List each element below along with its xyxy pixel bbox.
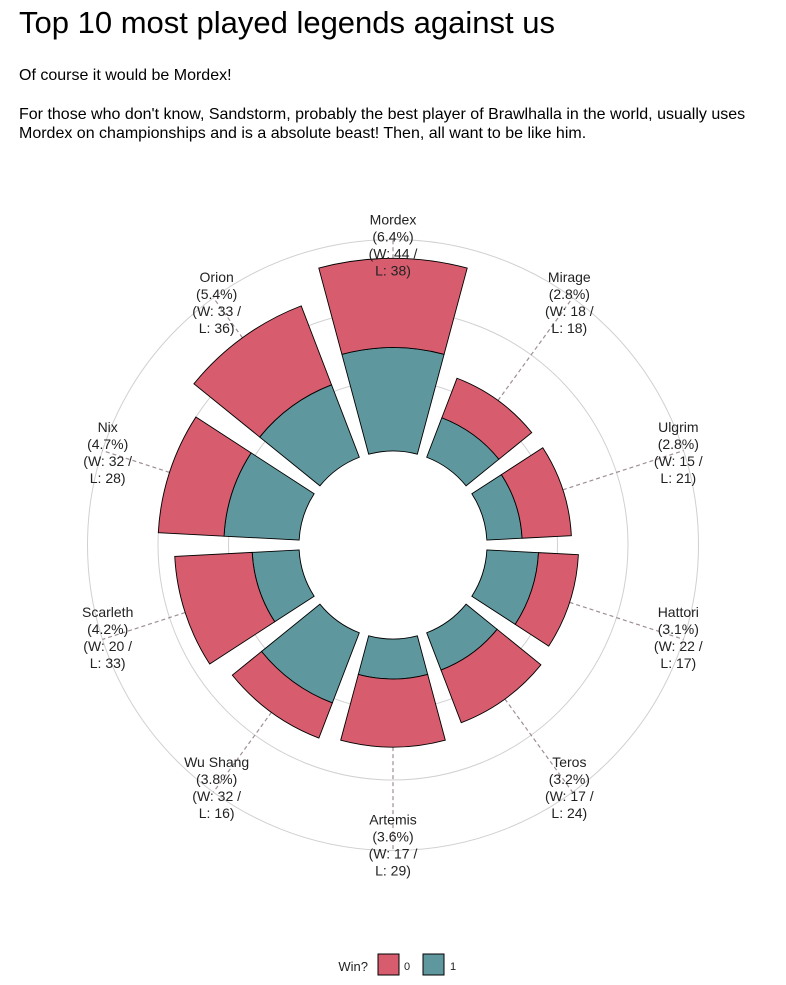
category-losses: L: 38) [375, 263, 411, 279]
category-percent: (5.4%) [196, 286, 237, 302]
bar-win-mordex [341, 347, 445, 455]
category-wins: (W: 44 / [369, 246, 418, 262]
bar-loss-artemis [340, 673, 446, 748]
category-losses: L: 33) [90, 655, 126, 671]
category-losses: L: 28) [90, 470, 126, 486]
category-name: Mirage [548, 269, 591, 285]
category-wins: (W: 32 / [192, 788, 241, 804]
category-wins: (W: 18 / [545, 303, 594, 319]
grid-ring [87, 239, 699, 851]
category-losses: L: 18) [551, 320, 587, 336]
category-name: Hattori [658, 604, 699, 620]
bar-loss-wu-shang [231, 650, 333, 739]
category-wins: (W: 17 / [369, 846, 418, 862]
tick-line [562, 450, 684, 491]
category-losses: L: 17) [660, 655, 696, 671]
category-percent: (6.4%) [372, 229, 413, 245]
tick-line [212, 711, 272, 793]
category-losses: L: 21) [660, 470, 696, 486]
category-wins: (W: 17 / [545, 788, 594, 804]
category-name: Ulgrim [658, 419, 698, 435]
category-losses: L: 36) [199, 320, 235, 336]
category-percent: (3.1%) [658, 621, 699, 637]
legend: Win? 0 1 [338, 953, 456, 976]
bar-loss-hattori [514, 552, 579, 647]
chart-subtitle: Of course it would be Mordex! [19, 67, 232, 84]
bar-loss-teros [440, 628, 542, 724]
category-percent: (3.8%) [196, 771, 237, 787]
category-label-hattori: Hattori (3.1%) (W: 22 /L: 17) [654, 604, 703, 671]
tick-line [497, 297, 574, 401]
category-label-ulgrim: Ulgrim (2.8%) (W: 15 /L: 21) [654, 419, 703, 486]
category-percent: (4.2%) [87, 621, 128, 637]
category-wins: (W: 22 / [654, 638, 703, 654]
legend-label-win: 1 [450, 961, 456, 973]
bar-loss-mirage [441, 377, 533, 460]
category-losses: L: 24) [551, 805, 587, 821]
category-label-orion: Orion (5.4%) (W: 33 /L: 36) [192, 269, 241, 336]
bar-loss-mordex [318, 257, 468, 355]
legend-swatch-loss [377, 953, 400, 976]
category-wins: (W: 32 / [83, 453, 132, 469]
chart-title: Top 10 most played legends against us [19, 5, 555, 40]
category-name: Mordex [370, 212, 417, 228]
tick-line [212, 297, 243, 339]
tick-line [102, 611, 186, 640]
category-wins: (W: 20 / [83, 638, 132, 654]
category-wins: (W: 15 / [654, 453, 703, 469]
category-tick-lines [102, 239, 684, 851]
category-name: Nix [98, 419, 118, 435]
tick-line [569, 601, 684, 640]
category-label-mordex: Mordex (6.4%) (W: 44 /L: 38) [369, 212, 418, 279]
legend-label-loss: 0 [404, 961, 410, 973]
category-labels: Mordex (6.4%) (W: 44 /L: 38) Mirage (2.8%) (W… [82, 212, 703, 879]
category-wins: (W: 33 / [192, 303, 241, 319]
bar-loss-nix [157, 416, 252, 537]
category-name: Teros [552, 754, 586, 770]
category-label-wu-shang: Wu Shang (3.8%) (W: 32 /L: 16) [184, 754, 249, 821]
category-name: Scarleth [82, 604, 133, 620]
category-percent: (2.8%) [658, 436, 699, 452]
category-label-nix: Nix (4.7%) (W: 32 /L: 28) [83, 419, 132, 486]
category-name: Orion [200, 269, 234, 285]
bar-win-artemis [357, 635, 429, 680]
bar-loss-scarleth [174, 551, 276, 665]
tick-line [504, 698, 574, 793]
chart-caption: For those who don't know, Sandstorm, pro… [19, 106, 746, 142]
category-label-scarleth: Scarleth (4.2%) (W: 20 /L: 33) [82, 604, 133, 671]
category-label-artemis: Artemis (3.6%) (W: 17 /L: 29) [369, 812, 418, 879]
category-label-teros: Teros (3.2%) (W: 17 /L: 24) [545, 754, 594, 821]
bar-loss-ulgrim [500, 447, 572, 539]
category-name: Artemis [369, 812, 416, 828]
bar-segments [157, 257, 579, 748]
category-name: Wu Shang [184, 754, 249, 770]
category-losses: L: 16) [199, 805, 235, 821]
category-percent: (2.8%) [549, 286, 590, 302]
legend-title: Win? [338, 959, 368, 974]
bar-loss-orion [193, 305, 333, 438]
category-label-mirage: Mirage (2.8%) (W: 18 /L: 18) [545, 269, 594, 336]
category-percent: (4.7%) [87, 436, 128, 452]
category-losses: L: 29) [375, 863, 411, 879]
category-percent: (3.6%) [372, 829, 413, 845]
legend-swatch-win [422, 953, 445, 976]
tick-line [102, 450, 170, 473]
category-percent: (3.2%) [549, 771, 590, 787]
